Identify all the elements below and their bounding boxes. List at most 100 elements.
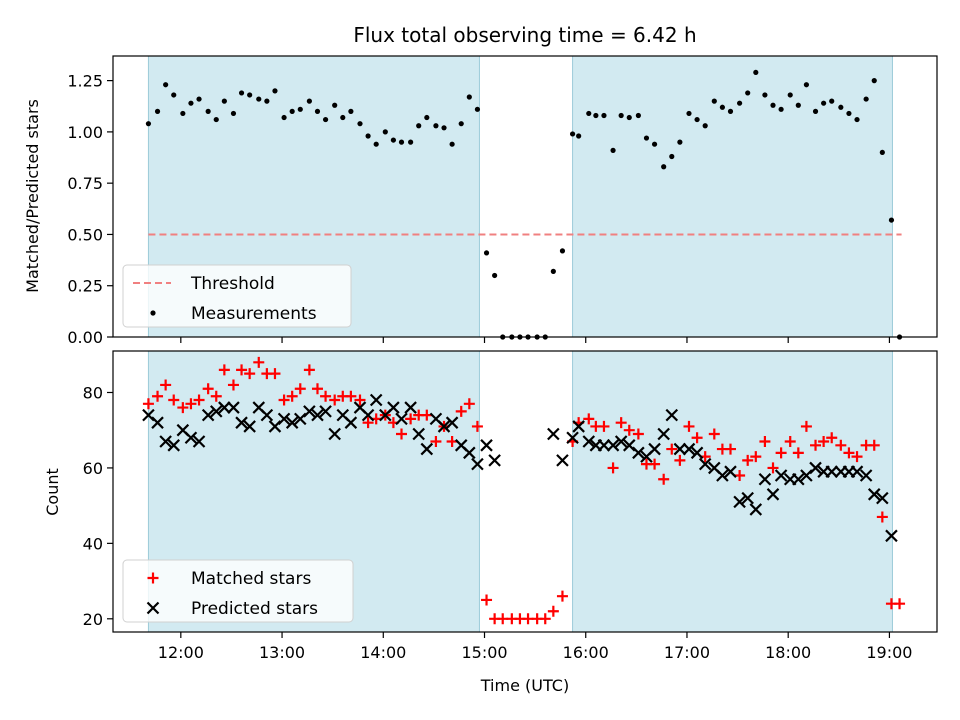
data-point bbox=[559, 248, 566, 254]
data-point bbox=[151, 416, 164, 429]
data-point bbox=[601, 112, 607, 119]
data-point bbox=[373, 141, 379, 147]
data-point bbox=[152, 390, 164, 402]
data-point bbox=[876, 491, 889, 505]
y-tick-label: 40 bbox=[83, 534, 103, 553]
data-point bbox=[348, 108, 354, 114]
data-point bbox=[297, 106, 303, 112]
x-tick-label: 17:00 bbox=[664, 643, 710, 662]
data-point bbox=[488, 454, 501, 467]
data-point bbox=[547, 427, 560, 441]
data-point bbox=[618, 112, 624, 119]
data-point bbox=[437, 420, 451, 433]
data-point bbox=[319, 405, 332, 418]
data-point bbox=[606, 439, 620, 452]
data-point bbox=[778, 106, 784, 112]
data-point bbox=[471, 457, 484, 471]
data-point bbox=[593, 112, 599, 119]
data-point bbox=[733, 495, 746, 509]
flux-ratio-panel: 0.00 0.25 0.50 0.75 1.00 1.25 Threshold Measure… bbox=[67, 55, 938, 347]
data-point bbox=[314, 108, 321, 114]
data-point bbox=[210, 390, 222, 402]
data-point bbox=[294, 383, 306, 395]
data-point bbox=[328, 427, 341, 441]
data-point bbox=[572, 420, 585, 433]
data-point bbox=[192, 435, 206, 448]
data-point bbox=[463, 446, 476, 460]
data-point bbox=[686, 110, 692, 117]
data-point bbox=[632, 446, 645, 460]
data-point bbox=[145, 121, 152, 127]
x-axis-label: Time (UTC) bbox=[480, 676, 569, 695]
data-point bbox=[466, 94, 472, 100]
data-point bbox=[850, 465, 864, 478]
data-point bbox=[332, 102, 338, 108]
data-point bbox=[303, 364, 315, 376]
data-point bbox=[247, 92, 253, 98]
data-point bbox=[177, 402, 189, 414]
data-point bbox=[163, 82, 169, 88]
data-point bbox=[193, 394, 205, 406]
data-point bbox=[260, 408, 274, 422]
data-point bbox=[354, 394, 366, 406]
data-point bbox=[770, 102, 776, 108]
data-point bbox=[311, 408, 324, 422]
data-point bbox=[867, 488, 881, 501]
x-tick-label: 14:00 bbox=[360, 643, 406, 662]
data-point bbox=[357, 121, 363, 127]
data-point bbox=[556, 590, 568, 602]
data-point bbox=[750, 451, 762, 463]
y-tick-label: 20 bbox=[83, 610, 103, 629]
data-point bbox=[185, 398, 197, 410]
data-point bbox=[480, 439, 493, 452]
data-point bbox=[196, 96, 202, 102]
data-point bbox=[615, 417, 627, 429]
data-point bbox=[547, 605, 559, 617]
data-point bbox=[879, 149, 885, 156]
data-point bbox=[800, 469, 813, 482]
observing-window-band bbox=[572, 350, 893, 633]
data-point bbox=[218, 401, 231, 414]
data-point bbox=[256, 96, 262, 102]
data-point bbox=[387, 401, 400, 414]
data-point bbox=[818, 436, 830, 448]
data-point bbox=[159, 435, 172, 448]
data-point bbox=[285, 416, 299, 429]
legend-swatch-dot bbox=[150, 310, 156, 316]
data-point bbox=[188, 100, 194, 106]
data-point bbox=[311, 383, 323, 395]
data-point bbox=[202, 383, 214, 395]
data-point bbox=[795, 102, 801, 108]
data-point bbox=[583, 413, 595, 425]
data-point bbox=[398, 139, 405, 145]
data-point bbox=[455, 405, 467, 417]
data-point bbox=[635, 112, 641, 119]
data-point bbox=[775, 447, 787, 459]
data-point bbox=[322, 116, 329, 123]
chart-title: Flux total observing time = 6.42 h bbox=[353, 23, 696, 47]
data-point bbox=[708, 428, 720, 440]
data-point bbox=[734, 469, 746, 481]
data-point bbox=[253, 356, 265, 368]
data-point bbox=[648, 442, 661, 456]
data-point bbox=[221, 98, 227, 104]
data-point bbox=[433, 123, 439, 129]
data-point bbox=[632, 428, 644, 440]
series-predicted-stars bbox=[142, 393, 898, 543]
data-point bbox=[184, 431, 198, 445]
data-point bbox=[264, 98, 270, 104]
data-point bbox=[854, 116, 860, 123]
data-point bbox=[449, 141, 455, 147]
data-point bbox=[674, 454, 686, 466]
data-point bbox=[622, 439, 636, 452]
data-point bbox=[345, 390, 357, 402]
data-point bbox=[677, 139, 683, 145]
data-point bbox=[424, 114, 430, 121]
data-point bbox=[665, 408, 679, 422]
data-point bbox=[626, 114, 632, 121]
legend-box bbox=[122, 559, 354, 623]
data-point bbox=[658, 473, 670, 485]
data-point bbox=[800, 420, 812, 432]
data-point bbox=[607, 462, 619, 474]
